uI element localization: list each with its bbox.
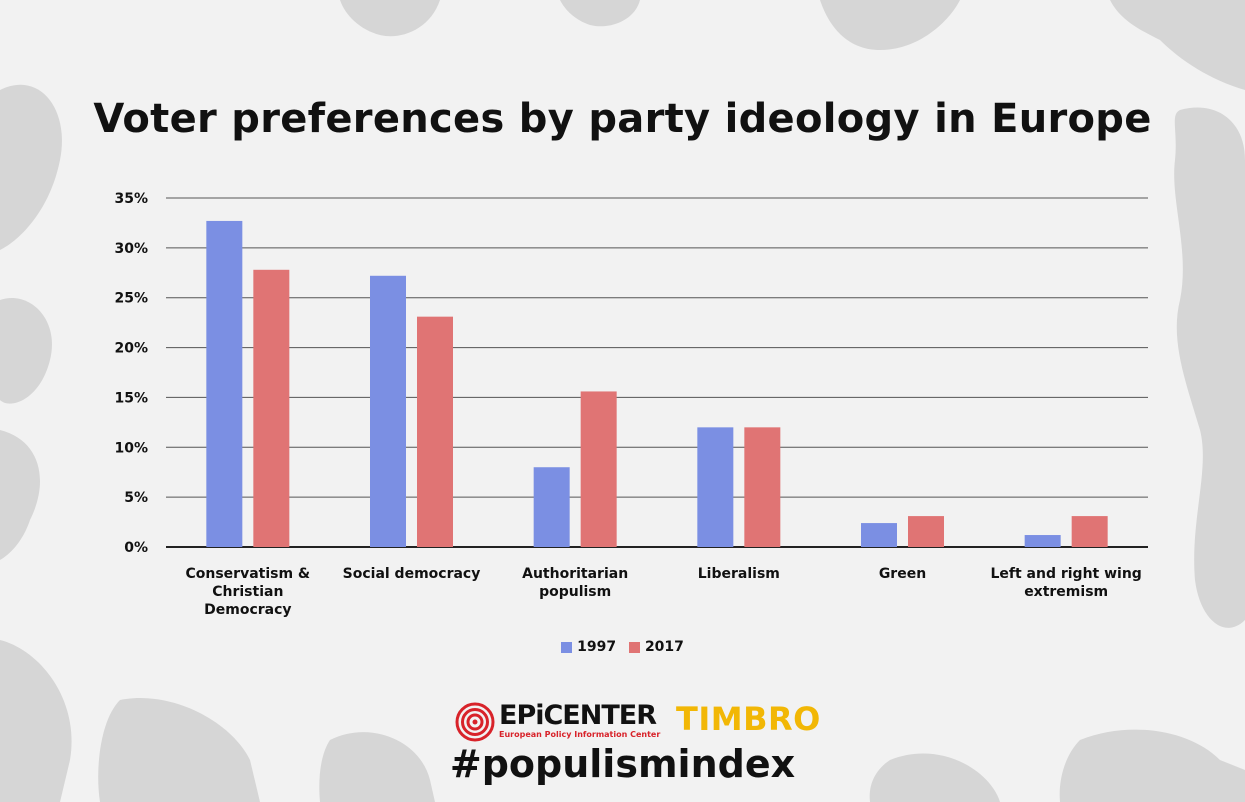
- bar-2017: [908, 516, 944, 547]
- y-tick-label: 0%: [124, 540, 148, 556]
- epicenter-target-icon: [455, 702, 495, 742]
- y-tick-label: 15%: [114, 390, 148, 406]
- category-label-line: Conservatism &: [185, 566, 311, 582]
- y-tick-label: 35%: [114, 191, 148, 207]
- epicenter-name: EPiCENTER: [499, 700, 657, 731]
- category-label: Social democracy: [332, 565, 492, 583]
- category-label-line: Left and right wing: [990, 566, 1142, 582]
- category-label-line: Liberalism: [697, 566, 780, 582]
- hashtag: #populismindex: [449, 742, 796, 786]
- category-label-line: Christian: [212, 584, 284, 600]
- category-label: Authoritarian populism: [495, 565, 655, 601]
- legend-swatch-2017: [628, 641, 640, 653]
- bar-2017: [580, 391, 617, 547]
- category-label-line: Democracy: [204, 602, 292, 618]
- legend-label-2017: 2017: [644, 639, 684, 655]
- bar-1997: [697, 427, 734, 547]
- y-tick-label: 30%: [114, 241, 148, 257]
- legend-item-2017: 2017: [628, 639, 684, 655]
- bar-2017: [253, 269, 290, 547]
- bar-1997: [1024, 535, 1061, 547]
- timbro-logo[interactable]: TIMBRO: [676, 700, 821, 738]
- category-label-line: populism: [539, 584, 612, 600]
- epicenter-logo[interactable]: EPiCENTER European Policy Information Ce…: [455, 700, 661, 742]
- bar-2017: [744, 427, 781, 547]
- category-label-line: extremism: [1024, 584, 1109, 600]
- legend-label-1997: 1997: [577, 639, 617, 655]
- bar-1997: [533, 467, 570, 547]
- category-label: Liberalism: [659, 565, 819, 583]
- bar-1997: [370, 275, 406, 547]
- y-tick-label: 20%: [114, 341, 148, 357]
- sponsor-logos: EPiCENTER European Policy Information Ce…: [0, 700, 1245, 742]
- legend-item-1997: 1997: [561, 639, 616, 655]
- category-label: Green: [823, 565, 983, 583]
- epicenter-subtitle: European Policy Information Center: [499, 730, 661, 739]
- bar-2017: [417, 316, 453, 547]
- y-tick-label: 10%: [114, 440, 148, 456]
- chart-title: Voter preferences by party ideology in E…: [93, 96, 1152, 142]
- legend-swatch-1997: [561, 641, 573, 653]
- bar-1997: [206, 220, 243, 548]
- category-label-line: Green: [878, 566, 927, 582]
- legend: 1997 2017: [0, 639, 1245, 657]
- y-tick-label: 25%: [114, 291, 148, 307]
- category-label: Left and right wing extremism: [986, 565, 1146, 601]
- category-label-line: Authoritarian: [522, 566, 629, 582]
- y-tick-label: 5%: [124, 490, 148, 506]
- category-label-line: Social democracy: [342, 566, 481, 582]
- bar-1997: [861, 523, 897, 547]
- bar-2017: [1071, 516, 1108, 547]
- category-label: Conservatism & Christian Democracy: [168, 565, 328, 619]
